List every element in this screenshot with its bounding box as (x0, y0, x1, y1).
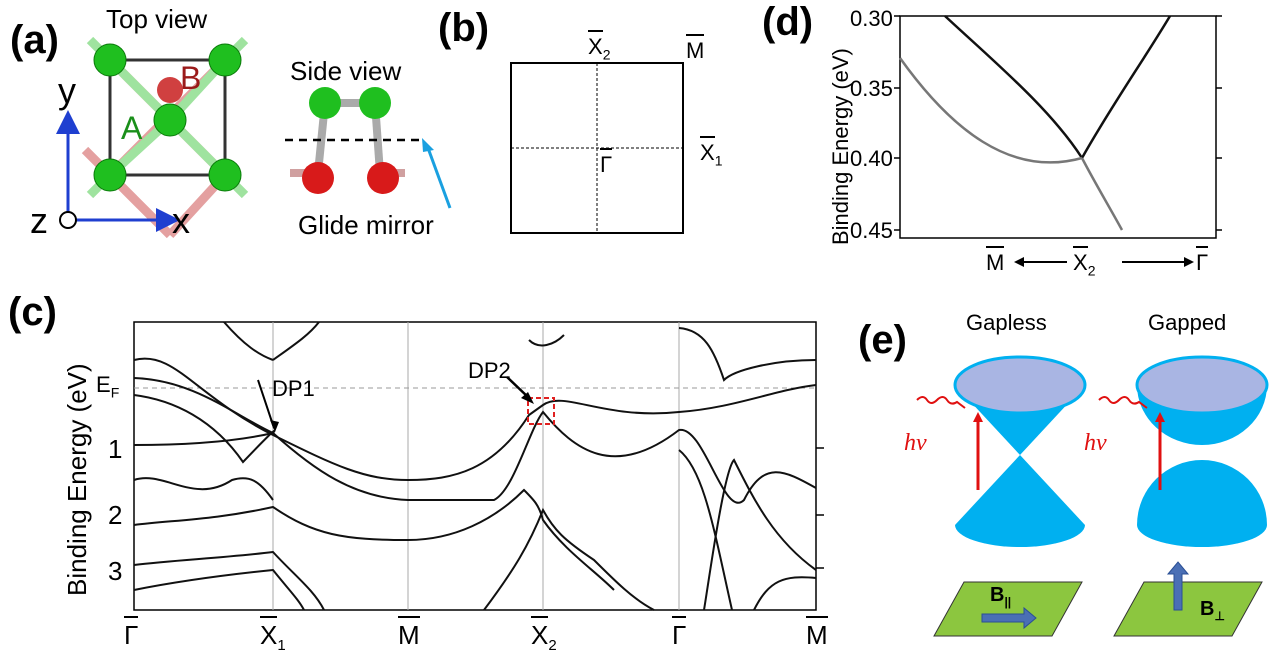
panel-c-xtick-4: X2 (531, 616, 557, 655)
panel-d-x-arrows (1014, 257, 1194, 267)
b-parallel-label: B|| (990, 584, 1012, 609)
panel-d-x-x2: X2 (1073, 246, 1096, 279)
bz-x2-label: X2 (588, 30, 611, 63)
axis-y-label: y (58, 70, 76, 111)
photon-arrow-gapless (916, 396, 983, 490)
panel-d-plot (894, 15, 1222, 239)
panel-d-ytick-3: 0.40 (850, 146, 893, 171)
gapped-cone (1135, 355, 1269, 547)
panel-d-ytick-2: 0.35 (850, 76, 893, 101)
bz-m-label: M (686, 34, 705, 63)
axis-z-label: z (30, 200, 48, 241)
gapless-title: Gapless (966, 310, 1047, 335)
panel-c-ytick-2: 2 (108, 500, 123, 530)
top-view-lattice (81, 36, 249, 239)
panel-c-plot (133, 321, 824, 611)
fermi-level-label: EF (96, 372, 120, 401)
side-view-title: Side view (290, 56, 402, 86)
bz-x1-label: X1 (700, 136, 723, 169)
top-view-title: Top view (106, 4, 208, 34)
gapped-title: Gapped (1148, 310, 1227, 335)
photon-arrow-gapped (1098, 396, 1165, 490)
panel-c-xtick-2: X1 (260, 616, 286, 655)
hv-label-gapless: hv (904, 430, 927, 456)
plane-perpendicular-field (1113, 561, 1263, 637)
panel-c-ytick-1: 1 (108, 434, 123, 464)
panel-c-ytick-3: 3 (108, 556, 123, 586)
plane-parallel-field (933, 581, 1083, 637)
side-view-structure (285, 87, 452, 209)
site-a-label: A (121, 110, 143, 146)
panel-d-x-gamma: Γ (1196, 246, 1209, 275)
panel-d-ytick-1: 0.30 (850, 6, 893, 31)
site-b-label: B (180, 60, 202, 96)
hv-label-gapped: hv (1084, 430, 1107, 456)
panel-e-label: (e) (858, 318, 907, 362)
gapless-cone (953, 355, 1087, 547)
panel-c-ylabel: Binding Energy (eV) (62, 363, 92, 596)
panel-c-label: (c) (8, 290, 57, 334)
dp1-label: DP1 (272, 376, 315, 401)
panel-c-xtick-1: Γ (124, 616, 139, 650)
panel-d-x-m: M (986, 246, 1005, 275)
glide-mirror-label: Glide mirror (298, 210, 434, 240)
b-perp-label: B⊥ (1200, 598, 1225, 623)
axis-x-label: x (172, 200, 190, 241)
brillouin-zone (510, 62, 684, 234)
panel-c-xtick-5: Γ (672, 616, 687, 650)
panel-d-label: (d) (762, 0, 814, 44)
coordinate-axes (56, 110, 180, 232)
dp2-label: DP2 (468, 358, 511, 383)
panel-c-xtick-6: M (806, 616, 828, 650)
panel-d-ytick-4: 0.45 (850, 218, 893, 243)
panel-a-label: (a) (10, 18, 59, 62)
bz-gamma-label: Γ (600, 148, 613, 177)
panel-c-xtick-3: M (398, 616, 420, 650)
panel-b-label: (b) (438, 6, 490, 50)
